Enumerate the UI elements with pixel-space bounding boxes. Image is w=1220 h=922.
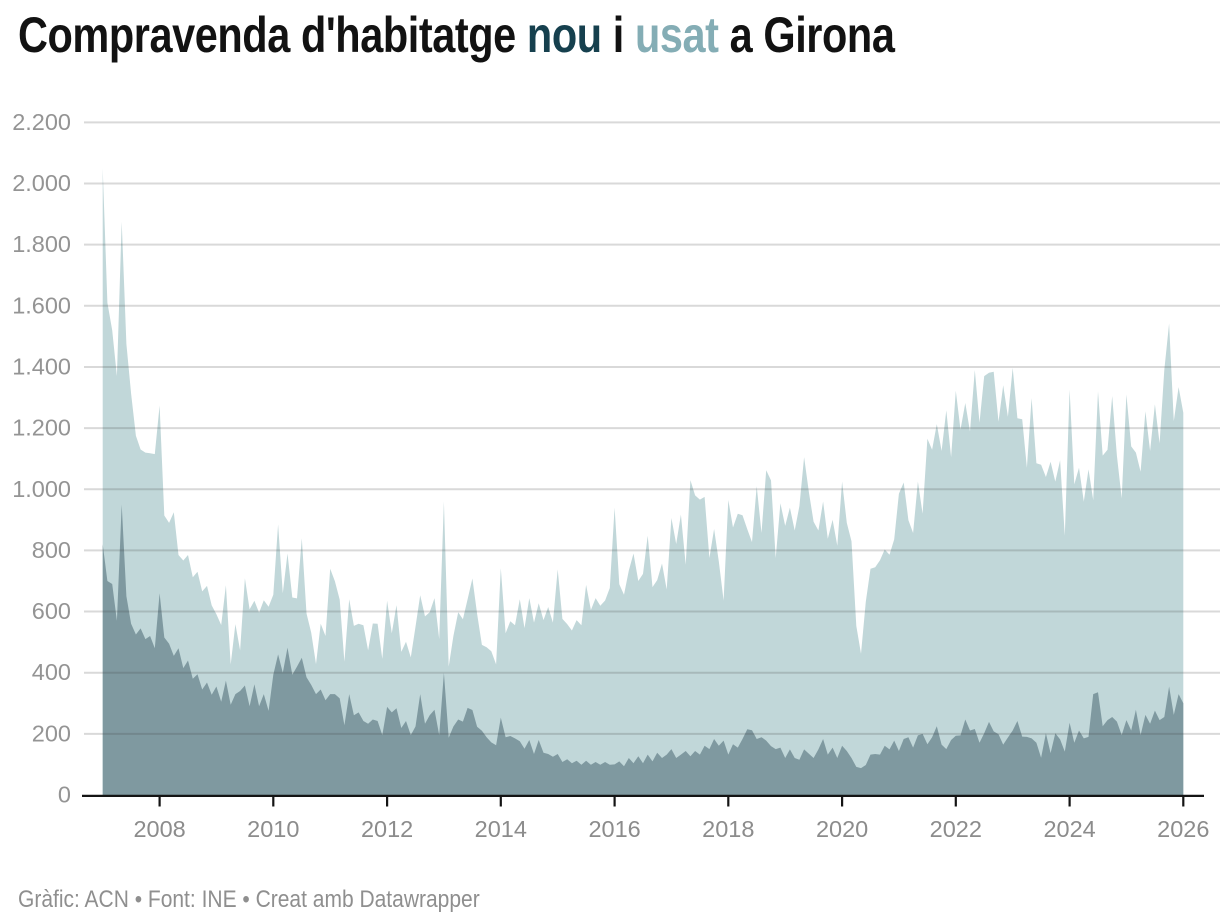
svg-text:2.000: 2.000	[12, 170, 71, 196]
svg-text:2012: 2012	[361, 816, 413, 842]
svg-text:2010: 2010	[247, 816, 299, 842]
svg-text:2.200: 2.200	[12, 109, 71, 135]
svg-text:2026: 2026	[1157, 816, 1209, 842]
svg-text:2022: 2022	[930, 816, 982, 842]
svg-text:1.800: 1.800	[12, 231, 71, 257]
svg-text:2024: 2024	[1043, 816, 1095, 842]
svg-text:400: 400	[32, 659, 71, 685]
svg-text:600: 600	[32, 598, 71, 624]
svg-text:0: 0	[58, 782, 71, 808]
svg-text:200: 200	[32, 720, 71, 746]
svg-text:2018: 2018	[702, 816, 754, 842]
svg-text:2014: 2014	[475, 816, 527, 842]
svg-text:1.200: 1.200	[12, 415, 71, 441]
svg-text:2020: 2020	[816, 816, 868, 842]
svg-text:1.000: 1.000	[12, 476, 71, 502]
svg-text:2016: 2016	[588, 816, 640, 842]
svg-text:800: 800	[32, 537, 71, 563]
svg-text:1.600: 1.600	[12, 292, 71, 318]
svg-text:2008: 2008	[133, 816, 185, 842]
svg-text:1.400: 1.400	[12, 353, 71, 379]
